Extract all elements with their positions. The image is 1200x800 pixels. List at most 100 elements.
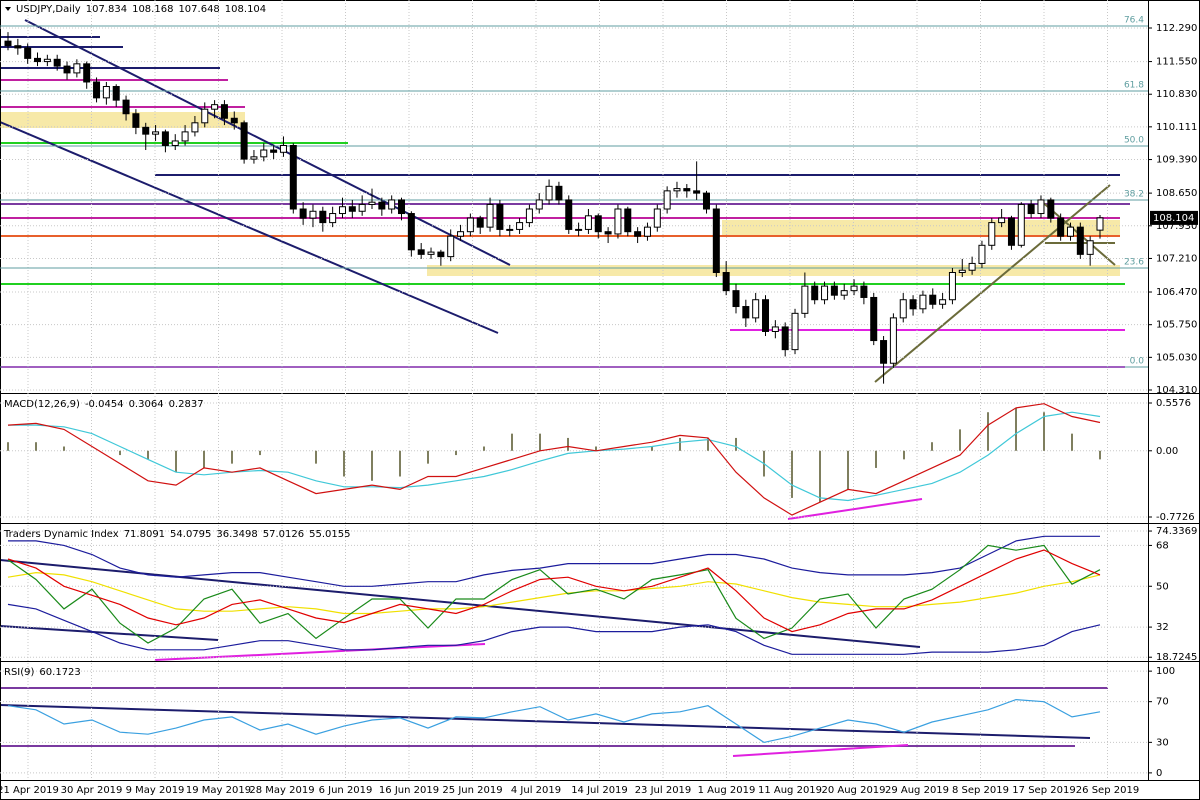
x-tick-label: 8 Sep 2019 <box>952 785 1009 796</box>
candle-body <box>801 285 809 314</box>
histogram-bar <box>707 437 709 451</box>
candle-body <box>427 251 435 255</box>
candle-body <box>161 131 169 146</box>
ohlc-readout: 108.168 <box>132 4 173 15</box>
candle-body <box>535 199 543 210</box>
indicator-readout: 55.0155 <box>309 529 350 540</box>
candle-body <box>584 215 592 230</box>
candle-body <box>358 203 366 212</box>
candle-body <box>860 285 868 298</box>
candle-body <box>555 185 563 201</box>
candle-body <box>673 188 681 192</box>
candle-body <box>1096 217 1104 231</box>
candle-body <box>771 326 779 332</box>
candle-body <box>722 272 730 292</box>
last-price-label: 108.104 <box>1153 213 1194 224</box>
candle-body <box>93 81 101 99</box>
histogram-bar <box>371 450 373 481</box>
indicator-readout: 71.8091 <box>124 529 165 540</box>
candle-body <box>604 231 612 235</box>
candle-body <box>319 210 327 224</box>
candle-body <box>742 306 750 319</box>
fib-label: 23.6 <box>1124 258 1144 268</box>
candle-body <box>53 58 61 67</box>
x-tick-label: 26 Sep 2019 <box>1076 785 1139 796</box>
histogram-bar <box>399 450 401 477</box>
y-tick-label: 0.5576 <box>1156 398 1191 409</box>
y-tick-label: 0.00 <box>1156 446 1178 457</box>
fib-label: 38.2 <box>1124 190 1144 200</box>
x-tick-label: 21 Apr 2019 <box>0 785 59 796</box>
candle-body <box>348 206 356 212</box>
histogram-bar <box>1015 407 1017 451</box>
candle-body <box>575 228 583 231</box>
indicator-line <box>8 535 1100 587</box>
histogram-bar <box>651 446 653 451</box>
panel-title: Traders Dynamic Index 71.8091 54.0795 36.34… <box>3 529 350 540</box>
title-text: MACD(12,26,9) <box>4 399 80 410</box>
candle-body <box>289 144 297 210</box>
title-text: USDJPY,Daily <box>16 4 81 15</box>
histogram-bar <box>427 450 429 464</box>
fib-label: 50.0 <box>1124 136 1144 146</box>
ohlc-readout: 107.648 <box>178 4 219 15</box>
candle-body <box>43 58 51 63</box>
indicator-readout: 0.2837 <box>169 399 204 410</box>
candle-body <box>624 208 632 233</box>
candle-body <box>1076 226 1084 255</box>
x-tick-label: 17 Sep 2019 <box>1012 785 1075 796</box>
candle-body <box>830 285 838 296</box>
histogram-bar <box>511 433 513 451</box>
y-tick-label: 104.310 <box>1156 385 1197 396</box>
y-tick-label: 50 <box>1156 581 1169 592</box>
histogram-bar <box>259 450 261 456</box>
candle-body <box>34 57 42 63</box>
candle-body <box>998 217 1006 224</box>
x-tick-label: 29 Aug 2019 <box>885 785 949 796</box>
candle-body <box>663 190 671 210</box>
histogram-bar <box>847 450 849 490</box>
histogram-bar <box>903 450 905 460</box>
indicator-line <box>8 411 1101 502</box>
candle-body <box>329 213 337 224</box>
candle-body <box>732 290 740 308</box>
candle-body <box>919 294 927 310</box>
candle-body <box>24 47 32 59</box>
candle-body <box>1017 203 1025 246</box>
candle-body <box>752 299 760 319</box>
x-tick-label: 25 Jun 2019 <box>442 785 502 796</box>
last-price-box <box>1150 210 1198 225</box>
candle-body <box>466 217 474 233</box>
candle-body <box>1027 203 1035 215</box>
menu-arrow[interactable] <box>5 7 11 11</box>
histogram-bar <box>343 450 345 477</box>
indicator-readout: 0.3064 <box>129 399 164 410</box>
y-tick-label: 18.7245 <box>1156 652 1197 663</box>
candle-body <box>683 188 691 192</box>
candle-body <box>506 228 514 231</box>
candle-body <box>299 208 307 219</box>
indicator-line <box>7 544 1101 644</box>
histogram-bar <box>987 412 989 451</box>
x-tick-label: 23 Jul 2019 <box>635 785 692 796</box>
candle-body <box>260 149 268 158</box>
histogram-bar <box>203 450 205 468</box>
candle-body <box>614 208 622 235</box>
candle-body <box>909 299 917 310</box>
candle-body <box>840 290 848 296</box>
candle-body <box>171 140 179 146</box>
indicator-line <box>7 698 1101 744</box>
candle-body <box>211 104 219 110</box>
candle-body <box>594 215 602 233</box>
candle-body <box>948 272 956 301</box>
y-tick-label: 108.650 <box>1156 188 1197 199</box>
candle-body <box>407 213 415 251</box>
candle-body <box>338 206 346 215</box>
x-tick-label: 16 Jun 2019 <box>379 785 439 796</box>
candle-body <box>880 340 888 364</box>
histogram-bar <box>931 442 933 451</box>
x-tick-label: 9 May 2019 <box>126 785 185 796</box>
histogram-bar <box>735 437 737 451</box>
candle-body <box>791 312 799 351</box>
histogram-bar <box>959 429 961 451</box>
